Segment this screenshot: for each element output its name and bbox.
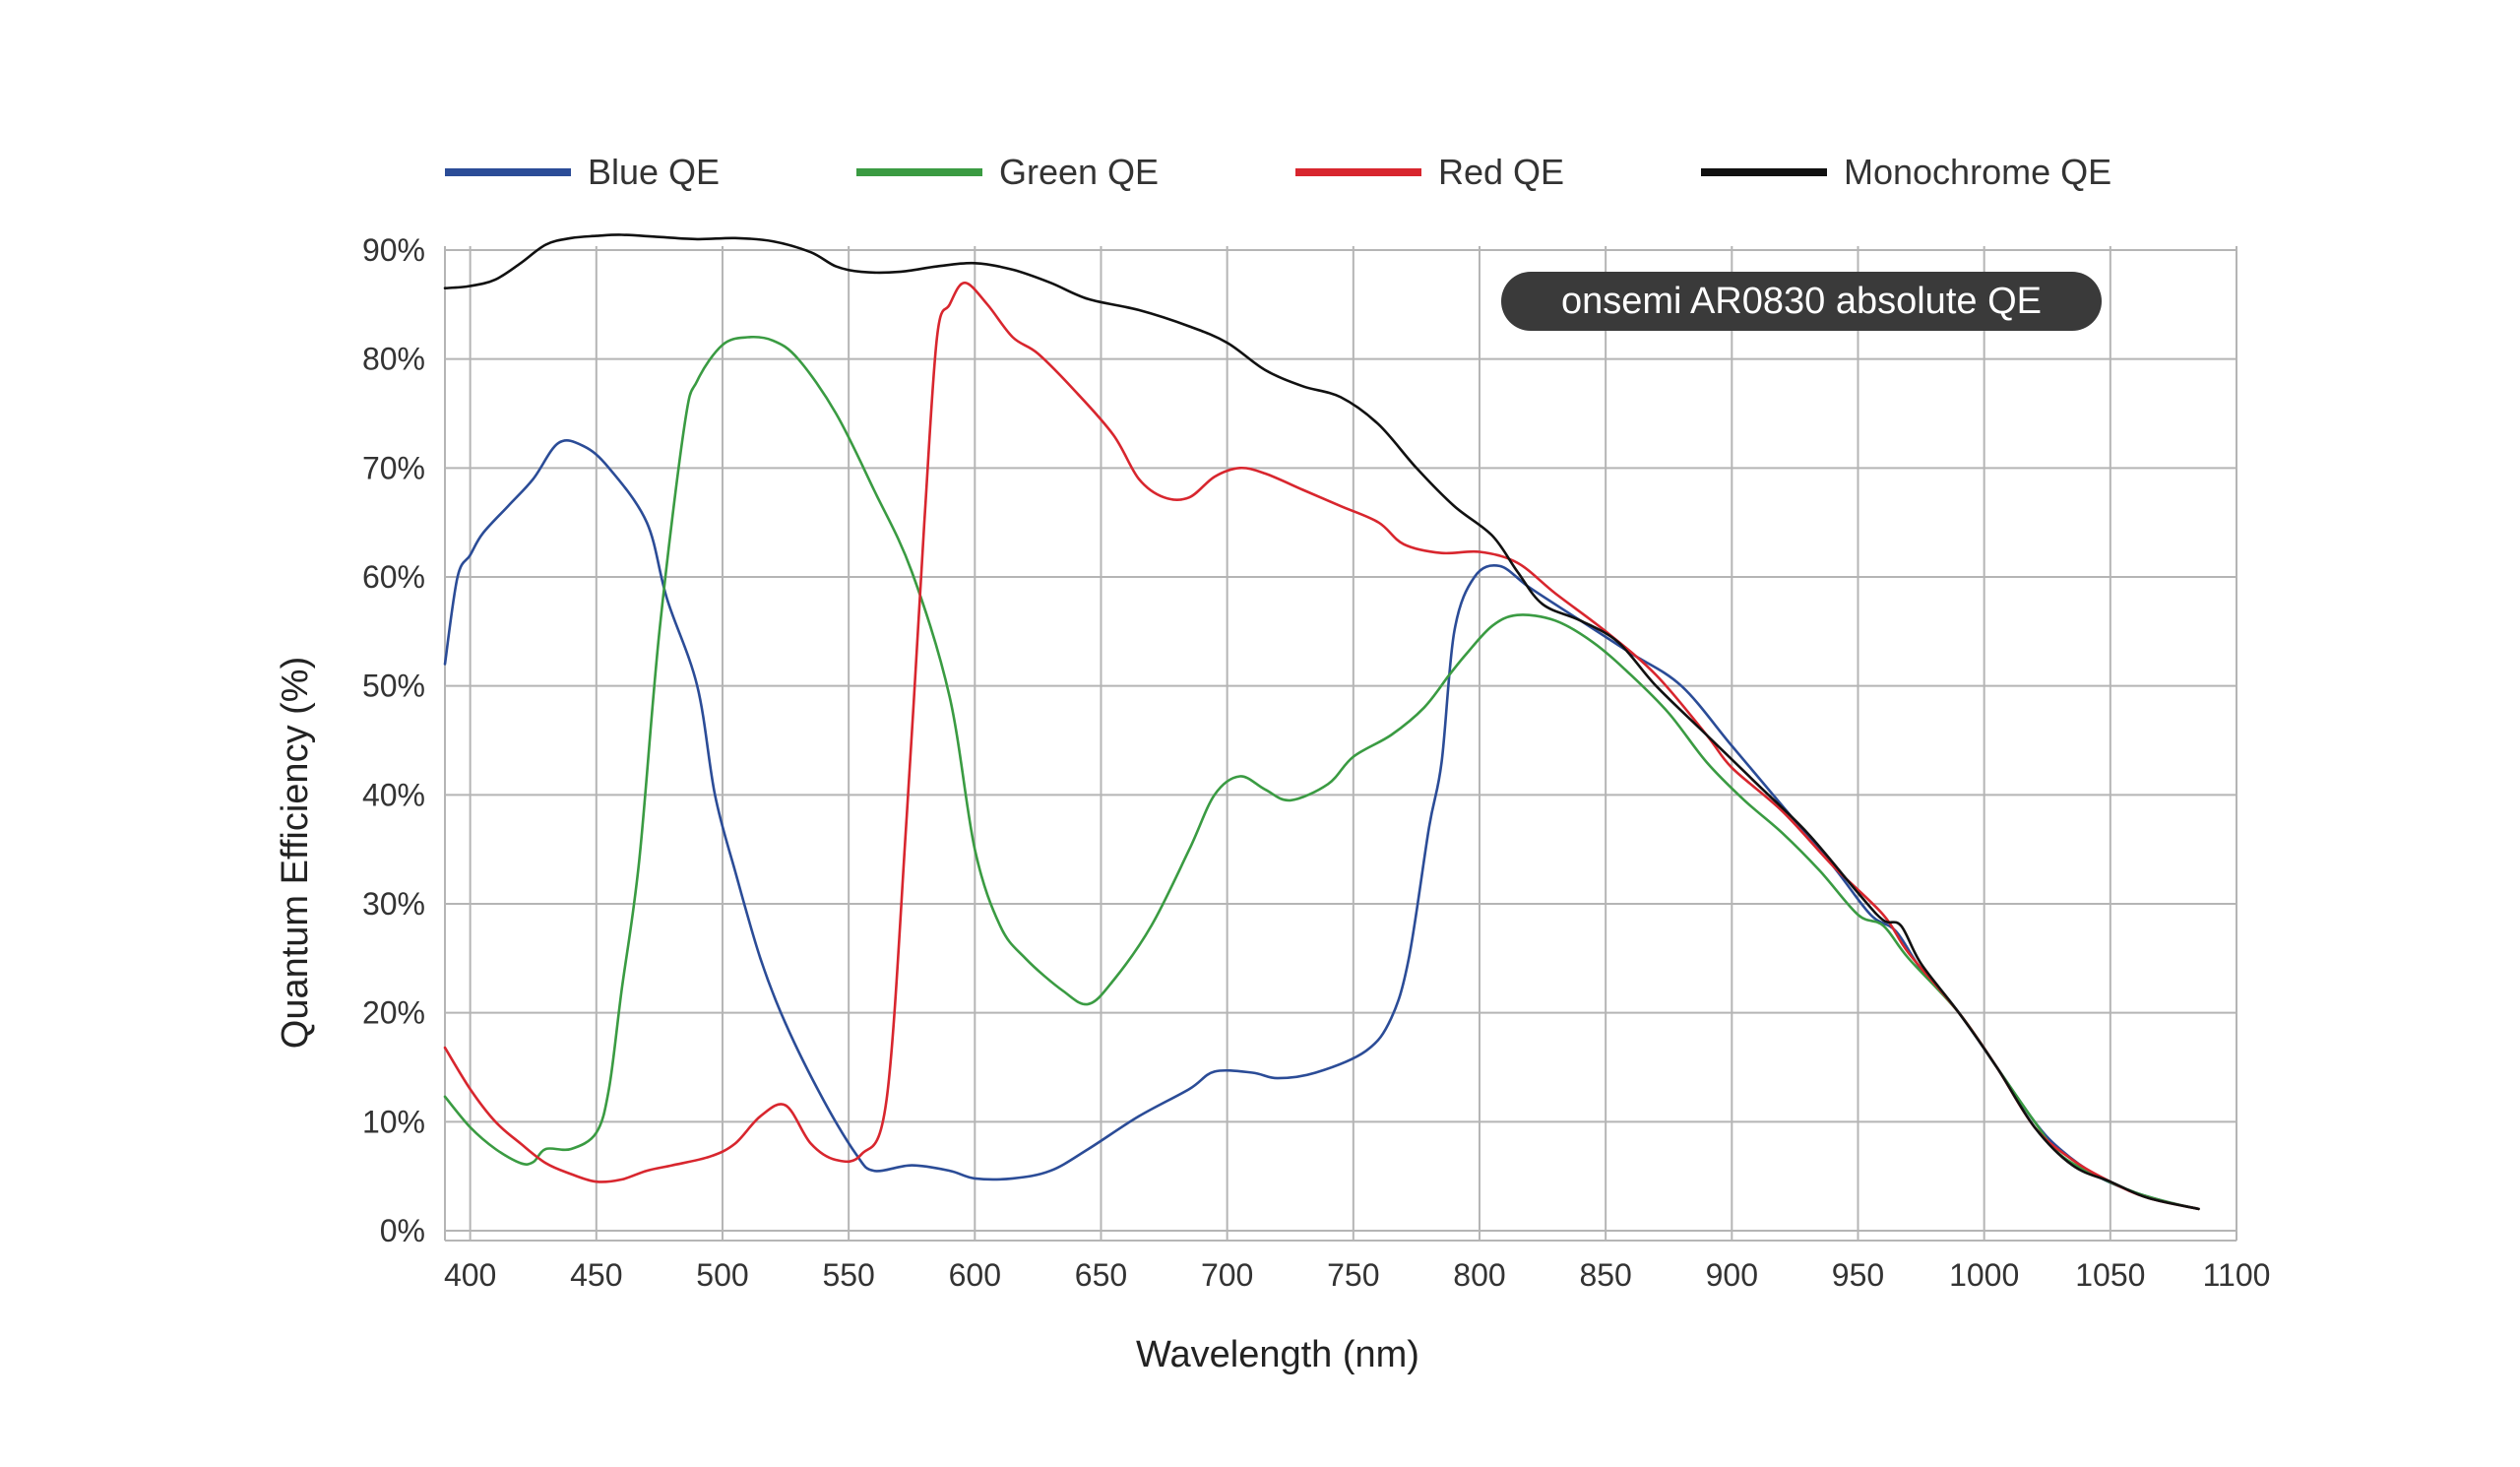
annotation: onsemi AR0830 absolute QE [1501, 272, 2102, 331]
y-tick-label-20: 20% [362, 995, 425, 1031]
y-tick-label-80: 80% [362, 342, 425, 377]
annotation-text: onsemi AR0830 absolute QE [1561, 281, 2042, 322]
y-tick-label-40: 40% [362, 777, 425, 812]
x-tick-label-950: 950 [1832, 1257, 1884, 1293]
grid [444, 246, 2237, 1242]
axes: 400 450 500 550 600 650 700 750 800 850 900 950 1000… [362, 232, 2270, 1293]
legend-label-red-qe: Red QE [1438, 152, 1564, 192]
x-tick-label-700: 700 [1201, 1257, 1253, 1293]
x-tick-label-800: 800 [1453, 1257, 1505, 1293]
y-axis-label: Quantum Efficiency (%) [275, 657, 316, 1049]
legend-label-monochrome-qe: Monochrome QE [1844, 152, 2111, 192]
annotation-badge [1501, 272, 2102, 331]
legend-label-green-qe: Green QE [999, 152, 1159, 192]
x-tick-label-850: 850 [1579, 1257, 1631, 1293]
series-lines [443, 233, 2200, 1211]
legend: Blue QE Green QE Red QE Monochrome QE [445, 152, 2111, 192]
legend-label-blue-qe: Blue QE [588, 152, 720, 192]
x-axis-label: Wavelength (nm) [1136, 1334, 1419, 1375]
series-line-blue-qe [443, 439, 2200, 1211]
series-line-monochrome-qe [443, 233, 2200, 1211]
series-line-red-qe [443, 281, 2200, 1211]
y-tick-label-90: 90% [362, 232, 425, 268]
x-tick-label-600: 600 [949, 1257, 1001, 1293]
x-tick-label-750: 750 [1327, 1257, 1379, 1293]
y-tick-label-0: 0% [380, 1213, 425, 1248]
x-tick-label-1050: 1050 [2075, 1257, 2145, 1293]
x-tick-label-500: 500 [696, 1257, 748, 1293]
y-tick-label-10: 10% [362, 1104, 425, 1139]
series-line-green-qe [443, 335, 2200, 1211]
x-tick-label-650: 650 [1075, 1257, 1127, 1293]
y-tick-label-60: 60% [362, 559, 425, 595]
x-tick-label-900: 900 [1706, 1257, 1758, 1293]
x-tick-label-1000: 1000 [1949, 1257, 2019, 1293]
x-tick-label-1100: 1100 [2203, 1257, 2271, 1293]
y-tick-label-30: 30% [362, 886, 425, 922]
x-tick-label-400: 400 [444, 1257, 496, 1293]
y-tick-label-50: 50% [362, 669, 425, 704]
x-tick-label-450: 450 [570, 1257, 622, 1293]
x-tick-label-550: 550 [822, 1257, 874, 1293]
y-tick-label-70: 70% [362, 450, 425, 485]
